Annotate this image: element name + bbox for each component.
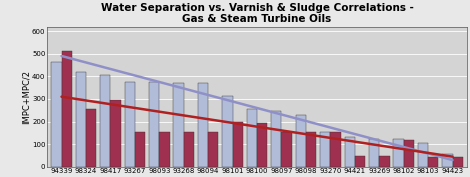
Bar <box>51 62 62 167</box>
Bar <box>453 157 463 167</box>
Bar <box>355 156 365 167</box>
Bar <box>247 109 257 167</box>
Bar <box>282 132 292 167</box>
Bar <box>296 115 306 167</box>
Bar <box>184 132 194 167</box>
Bar <box>233 122 243 167</box>
Bar <box>159 132 170 167</box>
Bar <box>345 137 355 167</box>
Bar <box>76 72 86 167</box>
Bar <box>404 140 414 167</box>
Bar <box>149 82 159 167</box>
Y-axis label: IMPC+MPC/2: IMPC+MPC/2 <box>22 70 31 124</box>
Bar <box>442 154 453 167</box>
Bar <box>271 111 282 167</box>
Bar <box>135 132 145 167</box>
Bar <box>428 157 439 167</box>
Bar <box>320 132 330 167</box>
Bar <box>369 139 379 167</box>
Bar <box>110 100 121 167</box>
Bar <box>330 132 341 167</box>
Bar <box>173 83 184 167</box>
Bar <box>62 52 72 167</box>
Bar <box>86 109 96 167</box>
Bar <box>222 96 233 167</box>
Bar <box>379 156 390 167</box>
Bar <box>125 82 135 167</box>
Bar <box>418 143 428 167</box>
Bar <box>198 83 208 167</box>
Bar <box>306 132 316 167</box>
Bar <box>100 75 110 167</box>
Bar <box>393 139 404 167</box>
Bar <box>257 123 267 167</box>
Title: Water Separation vs. Varnish & Sludge Correlations -
Gas & Steam Turbine Oils: Water Separation vs. Varnish & Sludge Co… <box>101 3 414 24</box>
Bar <box>208 132 219 167</box>
